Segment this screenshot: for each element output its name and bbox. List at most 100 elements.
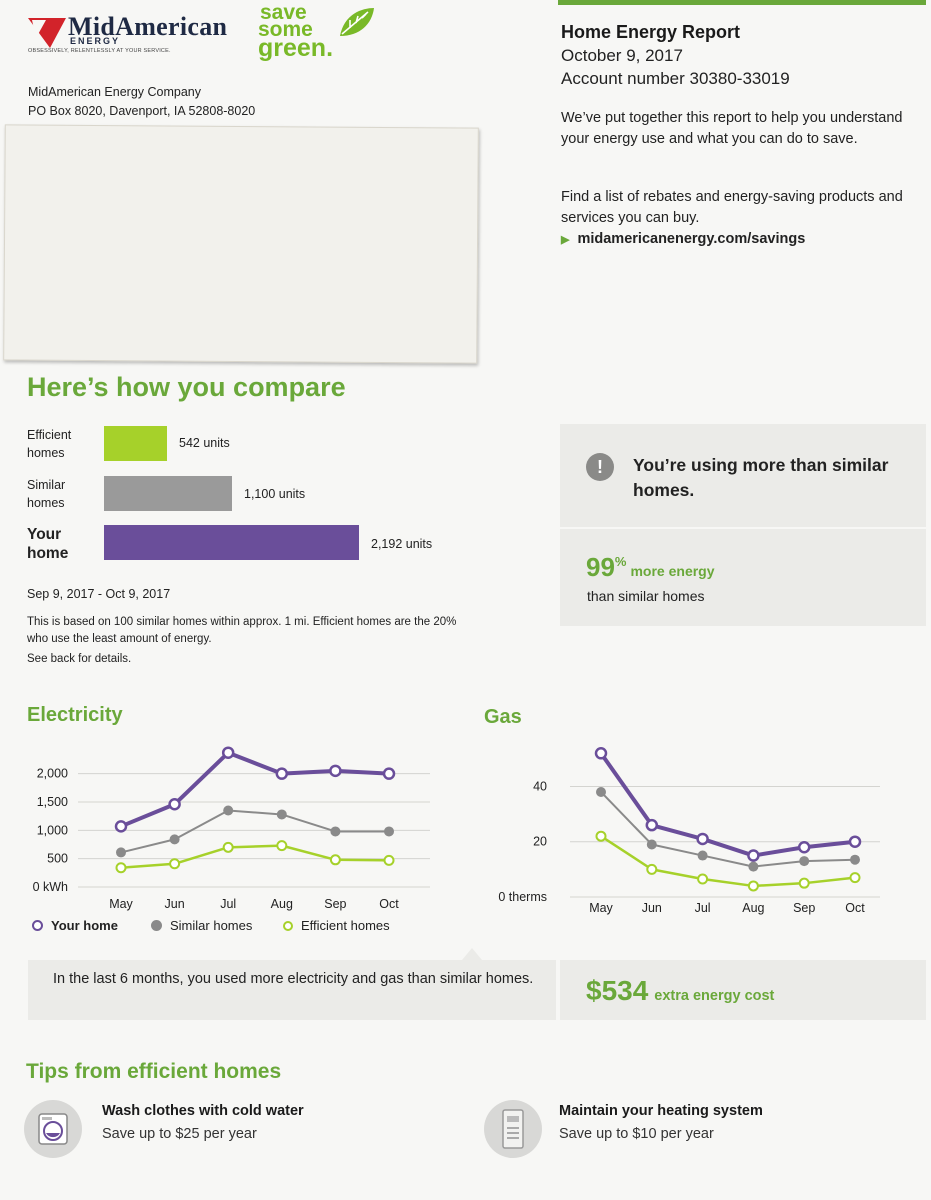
data-point — [747, 849, 760, 862]
compare-note: This is based on 100 similar homes withi… — [27, 616, 457, 645]
extra-cost-panel — [560, 960, 926, 1020]
x-tick-label: Jun — [642, 901, 662, 915]
x-tick-label: Jun — [165, 897, 185, 911]
x-tick-label: Aug — [742, 901, 764, 915]
account-number: Account number 30380-33019 — [561, 69, 790, 88]
report-date: October 9, 2017 — [561, 46, 683, 65]
electricity-chart: 2,000 1,500 1,000 500 0 kWh May Jun Jul Aug Sep Oc… — [33, 746, 430, 911]
series-line — [600, 791, 856, 868]
x-tick-label: Jul — [220, 897, 236, 911]
see-back-note: See back for details. — [27, 653, 132, 665]
x-tick-label: Sep — [793, 901, 815, 915]
data-point — [221, 746, 235, 759]
percent-sign: % — [614, 554, 627, 569]
data-point — [696, 832, 709, 846]
your-home-label: Your home — [27, 526, 69, 562]
washing-machine-icon — [24, 1100, 82, 1158]
legend-similar-homes-label: Similar homes — [170, 918, 253, 933]
data-point — [596, 786, 606, 797]
y-tick-label: 500 — [47, 852, 68, 866]
data-point — [329, 764, 342, 778]
extra-cost-label: extra energy cost — [654, 988, 775, 1004]
brand-tagline: OBSESSIVELY, RELENTLESSLY AT YOUR SERVIC… — [28, 48, 171, 54]
data-point — [850, 854, 860, 865]
gas-heading: Gas — [484, 706, 522, 728]
x-tick-label: May — [109, 897, 133, 911]
data-point — [116, 847, 126, 858]
ssg-line-1: save — [260, 1, 307, 24]
data-point — [594, 747, 608, 760]
data-point — [384, 826, 394, 837]
legend-similar-homes: Similar homes — [151, 918, 252, 933]
extra-cost-value: $534 — [586, 975, 649, 1006]
data-point — [169, 858, 181, 870]
data-point — [748, 861, 759, 872]
brand-logo — [28, 12, 238, 60]
data-point — [168, 798, 181, 811]
data-point — [223, 805, 234, 816]
percent-value: 99 — [586, 552, 615, 582]
efficient-homes-value: 542 units — [179, 436, 230, 450]
comparison-alert-panel — [560, 424, 926, 626]
savings-link[interactable]: ▶ midamericanenergy.com/savings — [561, 231, 805, 247]
data-point — [329, 854, 341, 866]
brand-arrow-icon — [28, 18, 66, 48]
series-line — [120, 750, 390, 829]
y-tick-label: 2,000 — [37, 767, 68, 781]
legend-your-home-label: Your home — [51, 918, 118, 933]
efficient-homes-bar — [104, 426, 167, 461]
thermostat-icon — [484, 1100, 542, 1158]
ssg-line-2: some — [258, 18, 313, 42]
summary-panel — [28, 960, 556, 1020]
y-tick-label: 40 — [533, 779, 547, 793]
ssg-line-3: green. — [258, 34, 334, 63]
percent-more-energy: 99%more energy — [586, 552, 715, 583]
data-point — [697, 873, 709, 885]
your-home-bar — [104, 525, 359, 560]
legend-efficient-homes-label: Efficient homes — [301, 918, 390, 933]
heating-system-graphic — [502, 1109, 524, 1149]
x-tick-label: Oct — [379, 897, 399, 911]
rebates-text: Find a list of rebates and energy-saving… — [561, 189, 903, 226]
report-title: Home Energy Report — [561, 22, 741, 42]
x-tick-label: Oct — [845, 901, 865, 915]
tips-heading: Tips from efficient homes — [26, 1060, 282, 1083]
leaf-icon — [340, 8, 374, 36]
data-point — [276, 809, 287, 820]
x-tick-label: Jul — [695, 901, 711, 915]
report-intro: We’ve put together this report to help y… — [561, 110, 903, 147]
summary-pointer — [462, 948, 482, 960]
y-tick-label: 0 therms — [498, 890, 547, 904]
tip-2-subtitle: Save up to $10 per year — [559, 1126, 714, 1142]
alert-divider — [560, 527, 926, 529]
x-tick-label: May — [589, 901, 613, 915]
tip-1-subtitle: Save up to $25 per year — [102, 1126, 257, 1142]
data-point — [697, 850, 708, 861]
compare-heading: Here’s how you compare — [27, 372, 346, 402]
data-point — [848, 835, 862, 848]
similar-homes-label: Similar homes — [27, 478, 66, 510]
electricity-heading: Electricity — [27, 704, 123, 726]
x-tick-label: Aug — [271, 897, 293, 911]
tip-2-title: Maintain your heating system — [559, 1103, 763, 1119]
summary-text: In the last 6 months, you used more elec… — [53, 971, 534, 987]
x-tick-label: Sep — [324, 897, 346, 911]
exclamation-icon: ! — [586, 453, 614, 481]
data-point — [383, 854, 395, 866]
more-energy-label: more energy — [630, 563, 715, 579]
your-home-legend-icon — [32, 920, 43, 932]
arrow-right-icon: ▶ — [561, 234, 570, 246]
y-tick-label: 1,000 — [37, 823, 68, 837]
compare-period: Sep 9, 2017 - Oct 9, 2017 — [27, 587, 171, 601]
efficient-homes-legend-icon — [283, 920, 293, 931]
series-line — [120, 809, 389, 854]
save-some-green-logo: save some green. — [258, 1, 378, 66]
recipient-address-window — [3, 124, 479, 364]
series-line — [599, 752, 856, 858]
brand-energy: ENERGY — [70, 36, 121, 46]
data-point — [382, 767, 396, 780]
data-point — [276, 840, 288, 852]
data-point — [798, 877, 810, 889]
savings-link-text[interactable]: midamericanenergy.com/savings — [577, 231, 806, 247]
data-point — [330, 826, 341, 837]
